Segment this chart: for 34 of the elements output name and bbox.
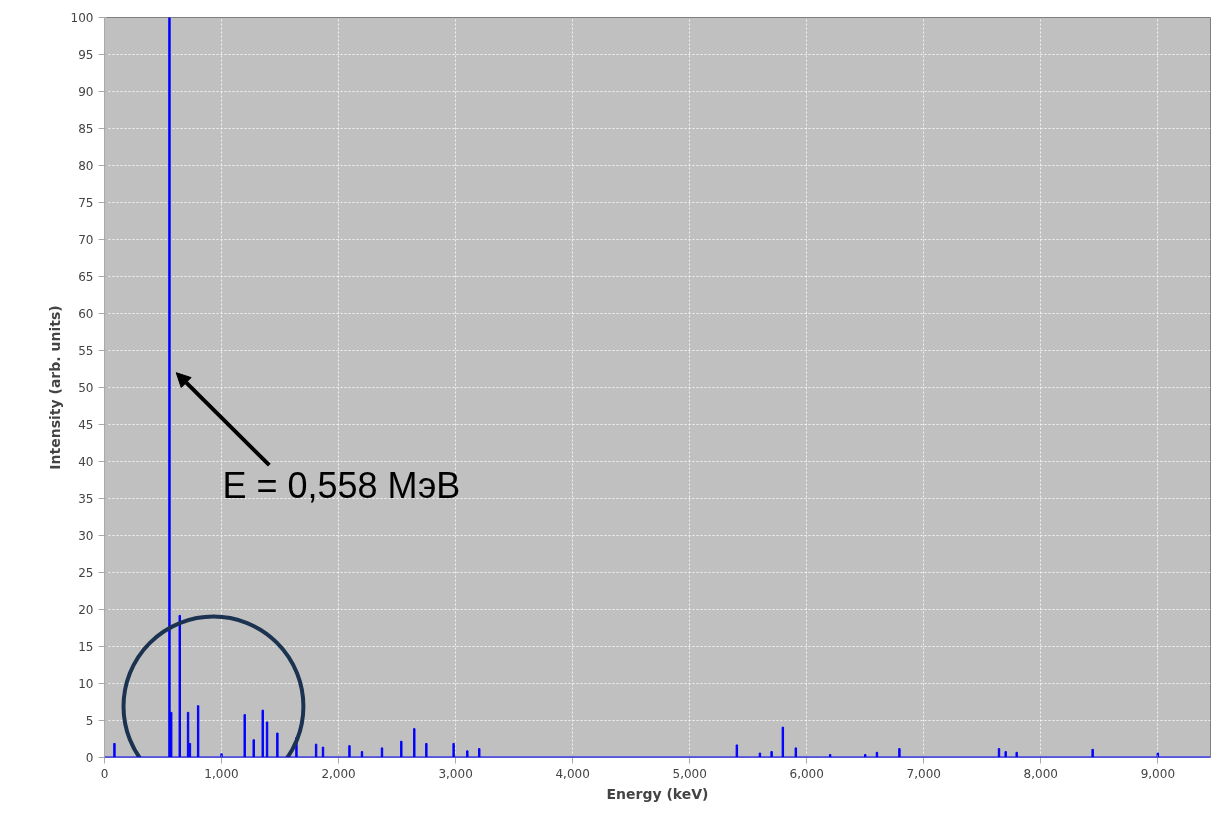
y-axis-title: Intensity (arb. units) [46,305,63,470]
x-tick-label: 3,000 [438,766,473,781]
x-tick-label: 8,000 [1023,766,1058,781]
y-tick-label: 80 [78,159,94,173]
x-tick-label: 9,000 [1140,766,1176,781]
y-tick-label: 15 [78,640,94,654]
y-tick-label: 5 [85,714,94,728]
y-tick-label: 20 [78,603,94,617]
x-tick-label: 5,000 [672,766,707,781]
y-tick-label: 50 [78,381,94,395]
x-axis-title: Energy (keV) [606,785,709,802]
y-tick-label: 60 [78,307,94,321]
y-tick-label: 40 [78,455,94,469]
y-tick-label: 25 [78,566,94,580]
y-tick-label: 65 [78,270,94,284]
y-tick-label: 35 [78,492,94,506]
y-tick-label: 70 [78,233,94,247]
y-tick-label: 75 [78,196,94,210]
x-tick-label: 0 [100,766,109,781]
y-tick-label: 55 [78,344,94,358]
y-tick-label: 0 [85,751,94,765]
x-tick-label: 4,000 [555,766,590,781]
y-tick-label: 90 [78,85,94,99]
y-tick-label: 85 [78,122,94,136]
x-tick-label: 7,000 [906,766,941,781]
x-tick-label: 1,000 [204,766,239,781]
y-tick-label: 30 [78,529,94,543]
annotation: E = 0,558 МэВ [222,464,461,506]
y-tick-label: 95 [78,48,94,62]
y-tick-label: 45 [78,418,94,432]
x-tick-label: 2,000 [321,766,356,781]
y-tick-label: 10 [78,677,94,691]
x-tick-label: 6,000 [789,766,824,781]
y-tick-label: 100 [70,11,94,25]
